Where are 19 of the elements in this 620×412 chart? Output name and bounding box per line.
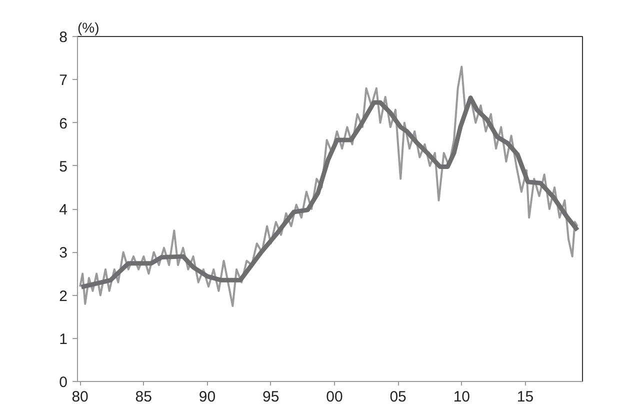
y-tick-label: 3 [59, 244, 68, 262]
x-tick-label: 15 [516, 388, 534, 406]
y-tick-label: 6 [59, 115, 68, 132]
y-tick-label: 2 [59, 288, 68, 305]
line-series [79, 95, 580, 290]
x-tick-label: 90 [198, 388, 216, 406]
y-tick-label: 0 [59, 374, 68, 391]
x-tick-label: 10 [453, 388, 470, 406]
x-tick-label: 95 [262, 388, 280, 406]
x-tick-label: 80 [72, 388, 88, 406]
x-tick-label: 05 [390, 388, 406, 406]
y-tick-label: 7 [59, 72, 68, 90]
x-tick-label: 85 [135, 388, 152, 406]
y-tick-label: 8 [59, 29, 68, 46]
y-axis-title: (%) [78, 20, 100, 36]
y-tick-label: 4 [59, 202, 68, 218]
x-tick-label: 00 [326, 388, 343, 406]
y-tick-label: 5 [59, 158, 68, 176]
y-tick-label: 1 [59, 330, 68, 348]
